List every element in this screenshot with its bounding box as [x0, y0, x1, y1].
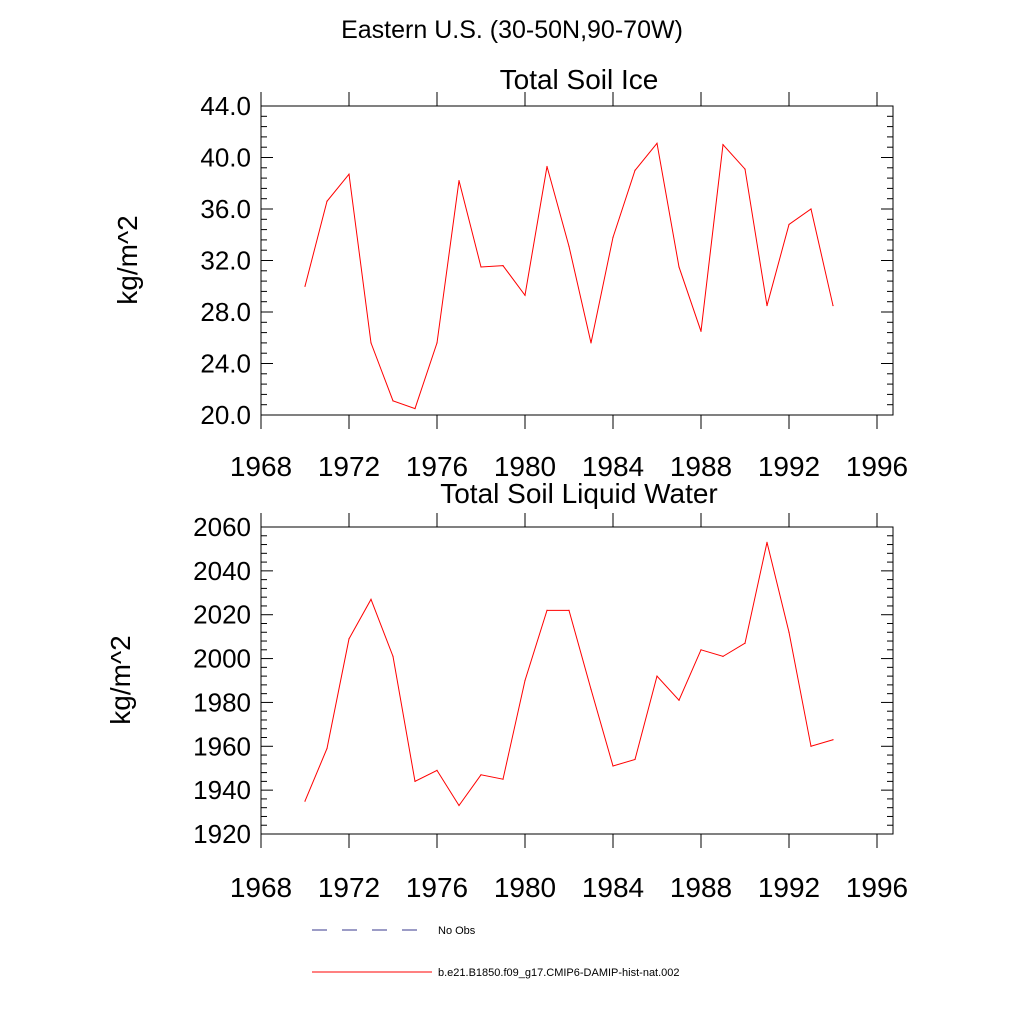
data-point: [810, 208, 812, 210]
figure-title: Eastern U.S. (30-50N,90-70W): [341, 16, 683, 44]
y-tick-label: 2020: [193, 600, 251, 630]
x-tick-label: 1996: [846, 872, 908, 903]
data-point: [700, 649, 702, 651]
data-point: [458, 180, 460, 182]
data-point: [370, 598, 372, 600]
data-point: [392, 400, 394, 402]
data-point: [414, 780, 416, 782]
x-tick-label: 1988: [670, 451, 732, 482]
data-point: [524, 679, 526, 682]
data-point: [348, 638, 350, 640]
data-point: [370, 342, 372, 344]
y-axis-label: kg/m^2: [112, 215, 143, 304]
data-point: [502, 778, 504, 780]
x-tick-label: 1976: [406, 451, 468, 482]
x-tick-label: 1984: [582, 872, 644, 903]
legend: No Obs b.e21.B1850.f09_g17.CMIP6-DAMIP-hi…: [312, 925, 680, 979]
data-point: [788, 631, 790, 633]
y-tick-label: 20.0: [200, 400, 251, 430]
data-point: [458, 804, 460, 807]
data-point: [304, 800, 306, 802]
data-point: [788, 223, 790, 226]
plot-frame: [260, 526, 894, 835]
data-point: [766, 541, 768, 543]
y-tick-label: 1960: [193, 731, 251, 761]
y-tick-label: 36.0: [200, 194, 251, 224]
x-tick-label: 1968: [230, 451, 292, 482]
y-tick-label: 40.0: [200, 143, 251, 173]
x-tick-label: 1988: [670, 872, 732, 903]
data-point: [656, 142, 658, 144]
data-point: [480, 774, 482, 776]
y-tick-label: 1920: [193, 819, 251, 849]
data-point: [568, 245, 570, 247]
plot-frame: [260, 105, 894, 416]
data-point: [590, 688, 592, 690]
chart-panel-2: Total Soil Liquid Water kg/m^2 1920 1940 196…: [105, 478, 908, 903]
data-point: [480, 266, 482, 268]
x-tick-label: 1972: [318, 872, 380, 903]
chart-panel-1: Total Soil Ice kg/m^2 20.0 24.0 28.0 32.0 36.0…: [112, 64, 908, 482]
legend-label-1: No Obs: [438, 925, 476, 937]
y-tick-label: 2060: [193, 512, 251, 542]
data-point: [326, 200, 328, 202]
x-tick-label: 1972: [318, 451, 380, 482]
x-tick-label: 1980: [494, 451, 556, 482]
data-point: [744, 642, 746, 644]
data-point: [546, 609, 548, 611]
series-line: [304, 142, 834, 410]
data-point: [612, 236, 614, 238]
y-tick-label: 44.0: [200, 91, 251, 121]
panel-title: Total Soil Liquid Water: [440, 478, 718, 509]
data-point: [392, 655, 394, 657]
x-tick-label: 1992: [758, 872, 820, 903]
data-point: [766, 304, 768, 307]
data-point: [612, 765, 614, 767]
data-point: [568, 609, 570, 611]
data-point: [546, 165, 548, 168]
data-point: [678, 699, 680, 701]
data-point: [326, 747, 328, 750]
data-point: [414, 407, 416, 410]
data-point: [656, 675, 658, 677]
x-tick-label: 1984: [582, 451, 644, 482]
data-point: [832, 304, 834, 307]
data-point: [634, 169, 636, 171]
x-tick-label: 1976: [406, 872, 468, 903]
x-tick-label: 1980: [494, 872, 556, 903]
data-point: [436, 769, 438, 772]
x-tick-label: 1968: [230, 872, 292, 903]
legend-label-2: b.e21.B1850.f09_g17.CMIP6-DAMIP-hist-nat…: [438, 967, 680, 979]
y-tick-label: 1940: [193, 775, 251, 805]
data-point: [832, 739, 834, 741]
y-axis-label: kg/m^2: [105, 635, 136, 724]
y-tick-label: 32.0: [200, 246, 251, 276]
y-tick-label: 2000: [193, 644, 251, 674]
data-point: [722, 144, 724, 146]
data-point: [722, 655, 724, 657]
data-point: [348, 173, 350, 175]
y-tick-label: 1980: [193, 687, 251, 717]
panel-title: Total Soil Ice: [500, 64, 659, 95]
data-point: [590, 342, 592, 344]
data-point: [744, 168, 746, 170]
x-tick-label: 1996: [846, 451, 908, 482]
data-point: [700, 330, 702, 332]
data-point: [810, 745, 812, 747]
series-line: [304, 542, 834, 807]
data-point: [634, 758, 636, 761]
data-point: [678, 266, 680, 268]
data-point: [524, 294, 526, 296]
data-point: [502, 265, 504, 267]
x-tick-label: 1992: [758, 451, 820, 482]
y-tick-label: 28.0: [200, 297, 251, 327]
data-point: [304, 285, 306, 287]
data-point: [436, 342, 438, 344]
y-tick-label: 2040: [193, 556, 251, 586]
y-tick-label: 24.0: [200, 349, 251, 379]
